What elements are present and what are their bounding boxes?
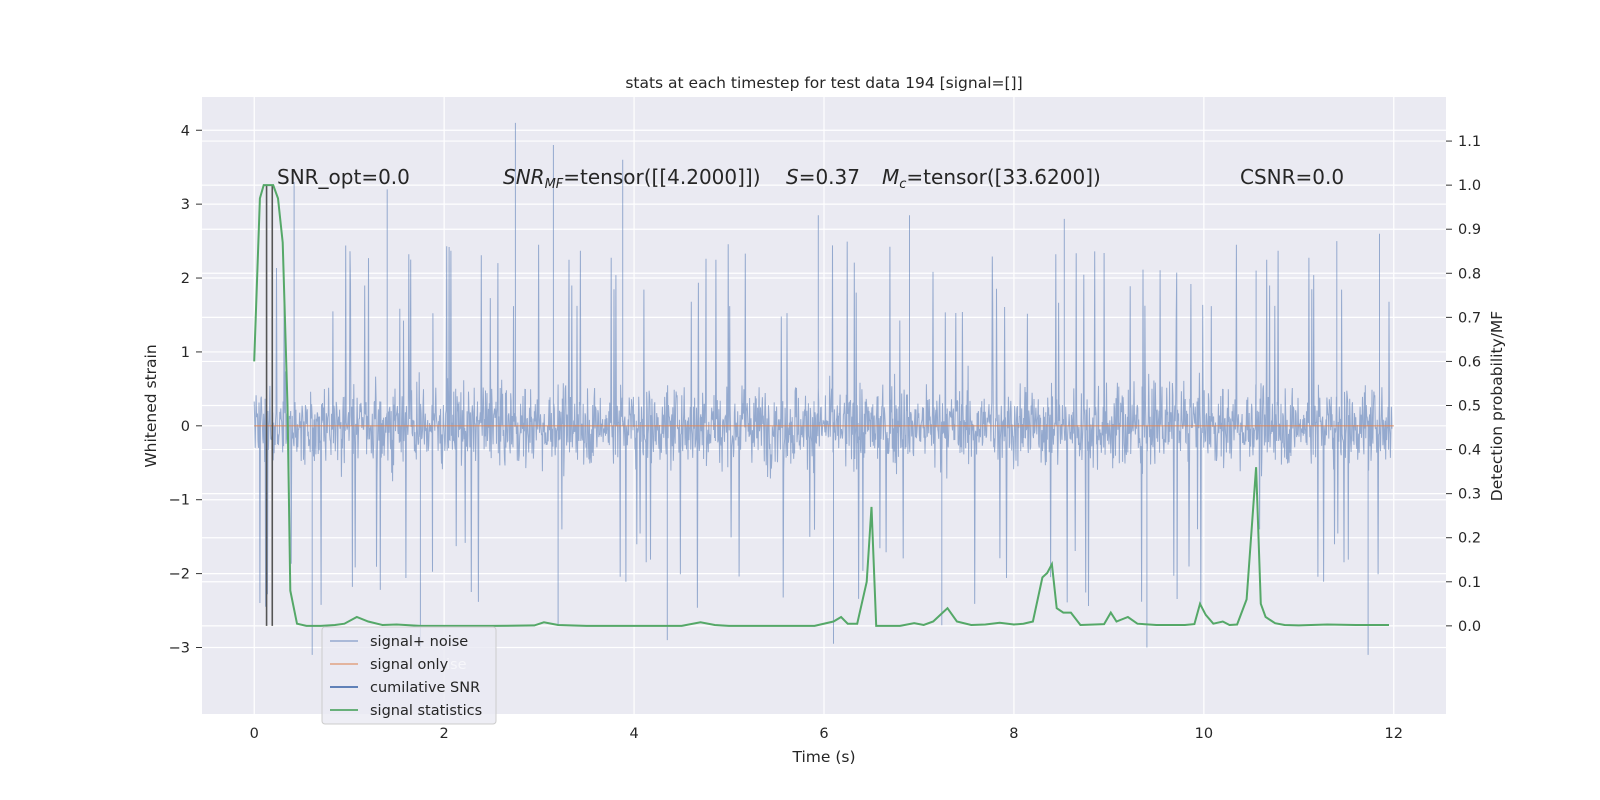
y-tick-label: 3 bbox=[181, 197, 190, 213]
y-ticks-right: 0.0 0.1 0.2 0.3 0.4 0.5 0.6 0.7 0.8 0.9 1.0 1.1 bbox=[1446, 134, 1481, 635]
legend-entry-cumulative-snr: cumilative SNR bbox=[370, 680, 480, 696]
snr-mf-value: =tensor([[4.2000]]) bbox=[563, 165, 760, 189]
x-tick-label: 0 bbox=[250, 726, 259, 742]
mc-subscript: c bbox=[899, 177, 906, 192]
noise-series bbox=[253, 122, 1393, 655]
marker-lines bbox=[265, 185, 274, 626]
y-tick-label: −1 bbox=[169, 493, 190, 509]
x-tick-label: 10 bbox=[1195, 726, 1213, 742]
y-right-tick-label: 0.0 bbox=[1458, 619, 1481, 635]
y-right-tick-label: 1.1 bbox=[1458, 134, 1481, 150]
y-tick-label: 2 bbox=[181, 271, 190, 287]
y-right-tick-label: 0.8 bbox=[1458, 266, 1481, 282]
y-right-tick-label: 0.1 bbox=[1458, 575, 1481, 591]
y-tick-label: −3 bbox=[169, 640, 190, 656]
y-right-tick-label: 0.7 bbox=[1458, 310, 1481, 326]
legend-box bbox=[321, 626, 497, 725]
y-axis-label-right: Detection probability/MF bbox=[1488, 311, 1506, 502]
y-ticks-left: −3 −2 −1 0 1 2 3 4 bbox=[169, 123, 202, 656]
annotation-csnr: CSNR=0.0 bbox=[1240, 165, 1344, 189]
legend-entry-noise: signal+ noise bbox=[370, 634, 468, 650]
y-tick-label: 0 bbox=[181, 419, 190, 435]
snr-mf-subscript: MF bbox=[545, 177, 564, 192]
x-tick-label: 8 bbox=[1009, 726, 1018, 742]
y-right-tick-label: 1.0 bbox=[1458, 178, 1481, 194]
y-right-tick-label: 0.4 bbox=[1458, 443, 1481, 459]
x-tick-label: 2 bbox=[440, 726, 449, 742]
x-axis-label: Time (s) bbox=[791, 748, 855, 766]
y-tick-label: 4 bbox=[181, 123, 190, 139]
annotation-mc: Mc=tensor([33.6200]) bbox=[882, 165, 1101, 192]
y-axis-label-left: Whitened strain bbox=[142, 344, 160, 467]
annotation-s: S=0.37 bbox=[786, 165, 860, 189]
snr-mf-symbol: SNR bbox=[503, 165, 545, 189]
y-tick-label: 1 bbox=[181, 345, 190, 361]
annotation-snr-mf: SNRMF=tensor([[4.2000]]) bbox=[503, 165, 761, 192]
y-tick-label: −2 bbox=[169, 567, 190, 583]
chart-title: stats at each timestep for test data 194… bbox=[625, 74, 1022, 92]
y-right-tick-label: 0.3 bbox=[1458, 487, 1481, 503]
s-symbol: S bbox=[786, 165, 799, 189]
signal-statistics-series bbox=[253, 184, 1389, 627]
mc-value: =tensor([33.6200]) bbox=[906, 165, 1100, 189]
y-right-tick-label: 0.2 bbox=[1458, 531, 1481, 547]
legend-entry-signal-only: signal only bbox=[370, 657, 449, 673]
legend-entry-statistics: signal statistics bbox=[370, 703, 482, 719]
y-right-tick-label: 0.5 bbox=[1458, 399, 1481, 415]
annotation-snr-opt: SNR_opt=0.0 bbox=[277, 165, 410, 189]
x-tick-label: 6 bbox=[819, 726, 828, 742]
s-value: =0.37 bbox=[799, 165, 860, 189]
x-ticks: 0 2 4 6 8 10 12 bbox=[250, 726, 1403, 742]
y-right-tick-label: 0.9 bbox=[1458, 222, 1481, 238]
mc-symbol: M bbox=[882, 165, 899, 189]
legend-ghost-text: ise bbox=[446, 657, 467, 673]
y-right-tick-label: 0.6 bbox=[1458, 354, 1481, 370]
x-tick-label: 12 bbox=[1385, 726, 1403, 742]
x-tick-label: 4 bbox=[629, 726, 638, 742]
legend: ise signal+ noise signal only cumilative… bbox=[321, 626, 497, 725]
